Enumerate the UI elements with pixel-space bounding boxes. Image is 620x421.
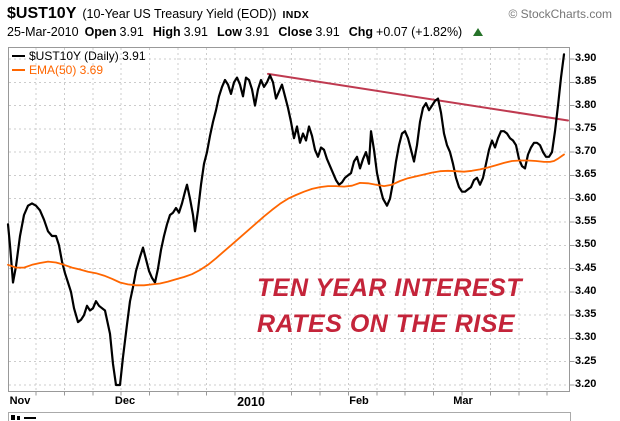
secondary-panel-clipped <box>8 412 571 421</box>
clipped-text-fragment <box>24 417 36 419</box>
price-line-swatch-icon <box>12 54 25 58</box>
security-name: (10-Year US Treasury Yield (EOD)) <box>82 7 277 21</box>
y-axis-label: 3.80 <box>575 98 597 111</box>
ohlc-item: High 3.91 <box>153 25 208 39</box>
annotation-line-1: TEN YEAR INTEREST <box>257 274 523 302</box>
x-axis-label: Dec <box>114 395 136 407</box>
quote-line: 25-Mar-2010 Open 3.91 High 3.91 Low 3.91 Close… <box>7 25 484 39</box>
x-axis-label: Mar <box>453 395 473 407</box>
y-axis-label: 3.45 <box>575 261 597 274</box>
ohlc-item: Close 3.91 <box>278 25 339 39</box>
y-axis-label: 3.30 <box>575 331 597 344</box>
plot-legend: $UST10Y (Daily) 3.91 EMA(50) 3.69 <box>12 49 146 77</box>
y-axis-label: 3.25 <box>575 354 597 367</box>
y-axis-label: 3.85 <box>575 75 597 88</box>
ohlc-item: Chg +0.07 (+1.82%) <box>349 25 462 39</box>
price-legend: $UST10Y (Daily) 3.91 <box>12 49 146 63</box>
y-axis-label: 3.55 <box>575 214 597 227</box>
x-axis-label: 2010 <box>237 395 265 409</box>
annotation-text: TEN YEAR INTEREST RATES ON THE RISE <box>257 270 522 342</box>
ohlc-value: 3.91 <box>245 25 270 39</box>
quote-date: 25-Mar-2010 <box>7 25 79 39</box>
ohlc-row: Open 3.91 High 3.91 Low 3.91 Close 3.91 Chg +0.07… <box>85 25 472 39</box>
price-line <box>6 53 566 387</box>
ohlc-value: 3.91 <box>183 25 208 39</box>
x-axis-label: Nov <box>9 395 31 407</box>
ema-line <box>7 153 565 287</box>
ohlc-label: Open <box>84 25 117 39</box>
ema-legend-label: EMA(50) 3.69 <box>29 63 104 77</box>
clipped-text-fragment <box>17 416 20 420</box>
ohlc-label: Chg <box>348 25 374 39</box>
plot-border <box>8 47 570 392</box>
ticker-symbol: $UST10Y <box>7 5 77 22</box>
y-axis-label: 3.40 <box>575 284 597 297</box>
annotation-line-2: RATES ON THE RISE <box>257 310 516 338</box>
y-axis-label: 3.20 <box>575 377 597 390</box>
ema-line-swatch-icon <box>12 68 25 72</box>
y-axis-label: 3.75 <box>575 121 597 134</box>
exchange-label: INDX <box>282 9 310 21</box>
y-axis-label: 3.50 <box>575 238 597 251</box>
y-axis-label: 3.35 <box>575 308 597 321</box>
chart-header: $UST10Y (10-Year US Treasury Yield (EOD)… <box>7 5 309 23</box>
ohlc-label: High <box>152 25 181 39</box>
trendline <box>267 72 569 122</box>
y-axis-label: 3.70 <box>575 145 597 158</box>
ema-legend: EMA(50) 3.69 <box>12 63 146 77</box>
copyright-text: © StockCharts.com <box>508 7 612 21</box>
ohlc-item: Low 3.91 <box>217 25 269 39</box>
ohlc-label: Close <box>278 25 313 39</box>
ohlc-value: 3.91 <box>119 25 144 39</box>
ohlc-value: +0.07 (+1.82%) <box>376 25 463 39</box>
y-axis-label: 3.60 <box>575 191 597 204</box>
y-axis-label: 3.90 <box>575 52 597 64</box>
x-axis-label: Feb <box>349 395 369 407</box>
ohlc-label: Low <box>217 25 242 39</box>
ohlc-item: Open 3.91 <box>85 25 144 39</box>
price-legend-label: $UST10Y (Daily) 3.91 <box>29 49 146 63</box>
ohlc-value: 3.91 <box>315 25 340 39</box>
y-axis-label: 3.65 <box>575 168 597 181</box>
change-up-icon <box>473 27 484 36</box>
clipped-text-fragment <box>11 415 15 420</box>
